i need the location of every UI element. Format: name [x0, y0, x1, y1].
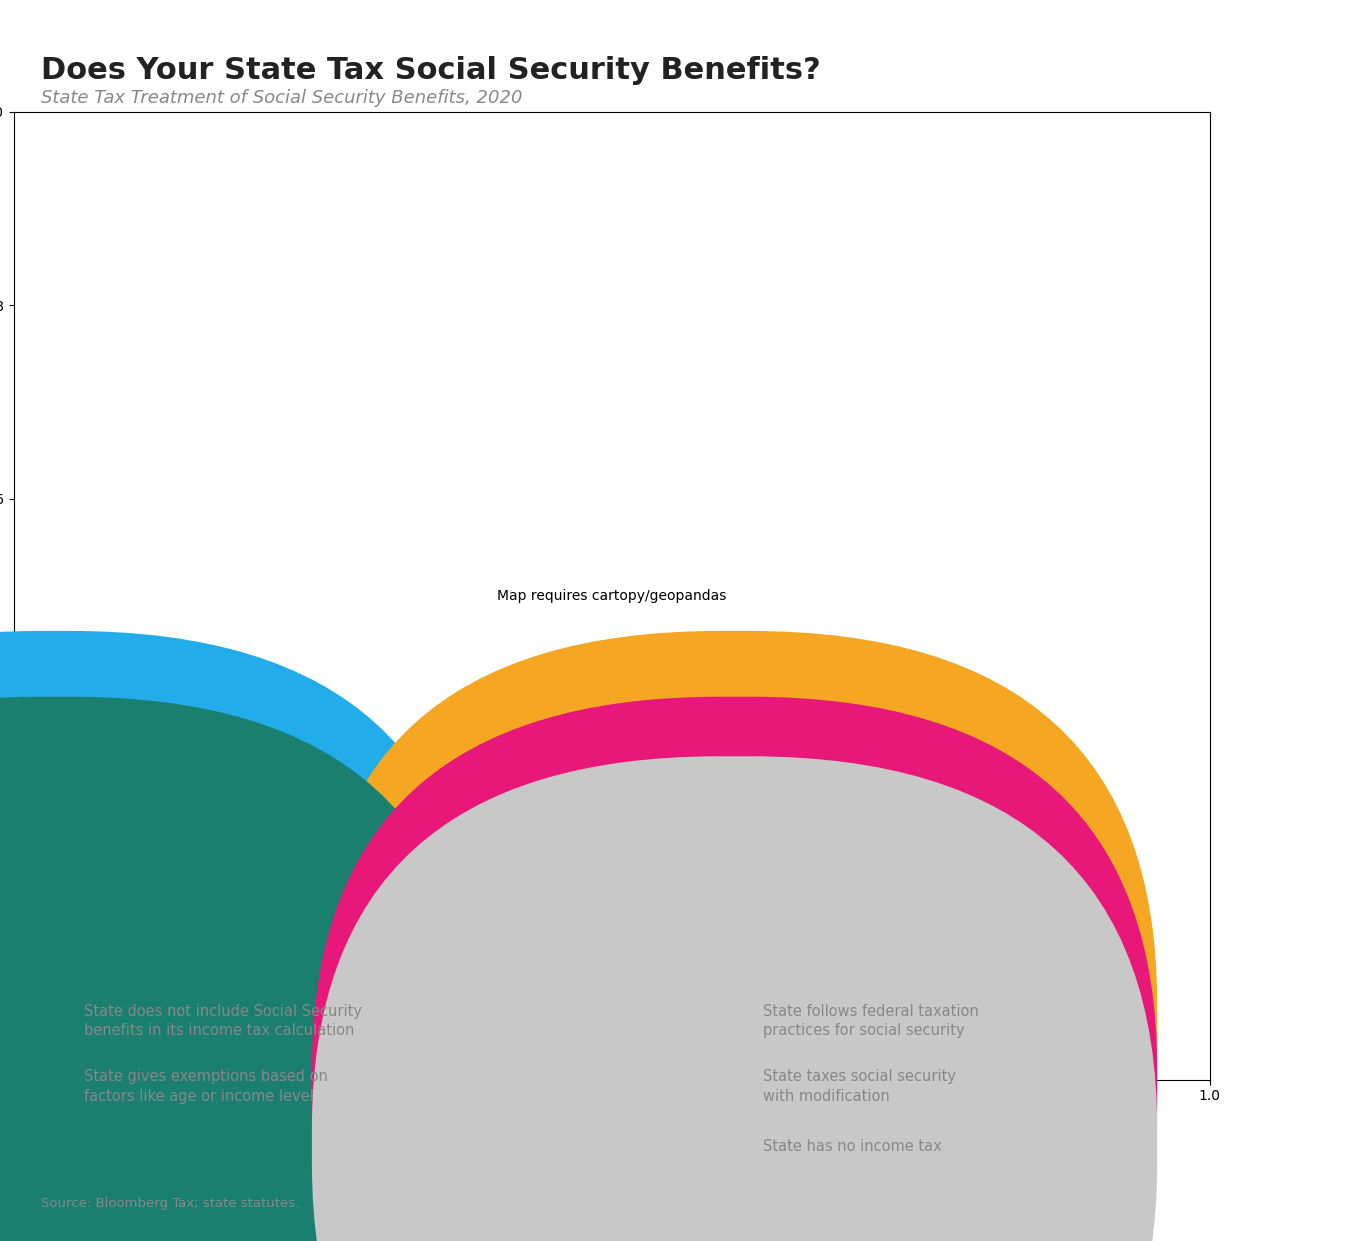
Text: State follows federal taxation
practices for social security: State follows federal taxation practices…	[764, 1004, 978, 1039]
Text: Source: Bloomberg Tax; state statutes.: Source: Bloomberg Tax; state statutes.	[41, 1198, 299, 1210]
Text: Does Your State Tax Social Security Benefits?: Does Your State Tax Social Security Bene…	[41, 56, 821, 84]
Text: @TaxFoundation: @TaxFoundation	[1210, 1207, 1345, 1225]
Text: TAX FOUNDATION: TAX FOUNDATION	[14, 1207, 179, 1225]
Text: State does not include Social Security
benefits in its income tax calculation: State does not include Social Security b…	[84, 1004, 363, 1039]
Text: State gives exemptions based on
factors like age or income level: State gives exemptions based on factors …	[84, 1070, 328, 1104]
Text: State Tax Treatment of Social Security Benefits, 2020: State Tax Treatment of Social Security B…	[41, 89, 522, 108]
Text: Map requires cartopy/geopandas: Map requires cartopy/geopandas	[497, 588, 726, 603]
Text: State taxes social security
with modification: State taxes social security with modific…	[764, 1070, 957, 1104]
Text: State has no income tax: State has no income tax	[764, 1139, 942, 1154]
